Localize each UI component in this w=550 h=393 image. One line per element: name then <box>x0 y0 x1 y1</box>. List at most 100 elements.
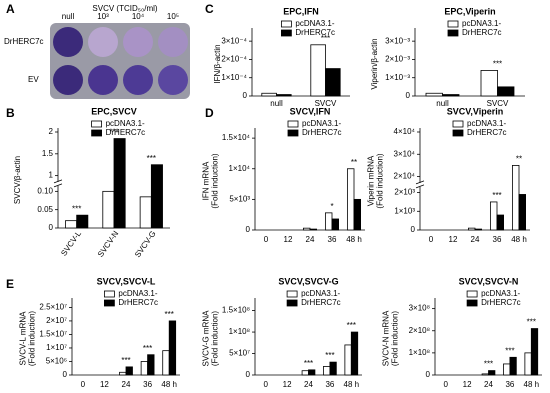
y-tick-label: 0 <box>426 370 431 379</box>
y-tick-label: 1×10⁸ <box>229 327 250 336</box>
chart-title: EPC,Viperin <box>444 6 495 16</box>
bar <box>442 94 460 97</box>
significance-label: *** <box>143 344 152 353</box>
bar <box>512 165 520 231</box>
x-tick-label: 0 <box>81 380 86 389</box>
bar <box>125 366 133 376</box>
y-tick-label: 0 <box>246 370 251 379</box>
well <box>158 27 188 57</box>
y-tick-label: 4×10⁴ <box>394 127 416 136</box>
x-tick-label: 0 <box>443 380 448 389</box>
significance-label: *** <box>72 204 81 213</box>
x-tick-label: SVCV-G <box>133 229 158 259</box>
y-tick-label: 0.05 <box>37 205 53 214</box>
y-tick-label: 2×10³ <box>394 188 415 197</box>
legend-swatch <box>286 299 298 307</box>
x-tick-label: SVCV-N <box>96 229 121 259</box>
y-tick-label: 3×10⁻³ <box>385 36 410 45</box>
y-tick-label: 1.5×10⁸ <box>222 306 250 315</box>
bar <box>530 328 539 376</box>
y-axis-label: (Fold induction) <box>211 153 220 208</box>
chart-title: EPC,SVCV <box>91 106 137 116</box>
legend-swatch <box>280 29 292 37</box>
row-label: DrHERC7c <box>4 37 44 46</box>
legend-swatch <box>104 299 115 307</box>
chart-title: EPC,IFN <box>283 6 319 16</box>
x-tick-label: 12 <box>284 235 293 244</box>
bar <box>76 214 89 229</box>
legend-label: pcDNA3.1- <box>295 19 334 28</box>
bar <box>497 86 515 97</box>
x-tick-label: null <box>436 99 449 108</box>
significance-label: *** <box>147 154 156 163</box>
panel-letter: D <box>205 106 214 120</box>
y-axis-label: (Fold induction) <box>28 311 37 366</box>
bar <box>474 228 482 231</box>
significance-label: *** <box>165 310 174 319</box>
bar <box>518 194 526 231</box>
bar <box>139 196 152 229</box>
legend-label: pcDNA3.1- <box>462 19 501 28</box>
bar <box>113 138 126 229</box>
x-tick-label: 36 <box>328 235 337 244</box>
x-tick-label: 24 <box>306 235 315 244</box>
bar <box>261 92 277 97</box>
legend-label: pcDNA3.1- <box>301 289 340 298</box>
bar <box>467 227 476 231</box>
bar <box>496 214 504 231</box>
y-axis-label: (Fold induction) <box>391 311 400 366</box>
x-tick-label: 24 <box>484 380 493 389</box>
chart-title: SVCV,SVCV-N <box>459 276 519 286</box>
y-tick-label: 3×10⁴ <box>394 149 416 158</box>
significance-label: *** <box>121 356 130 365</box>
legend-swatch <box>452 129 464 137</box>
legend-swatch <box>466 299 478 307</box>
chart: D SVCV,IFN 0 5×10³ 1×10⁴ 1.5×10⁴ IFN mRNA (Fold… <box>202 106 365 244</box>
legend-swatch <box>287 129 299 137</box>
chart-title: SVCV,SVCV-L <box>97 276 156 286</box>
bar <box>119 371 127 376</box>
significance-label: *** <box>492 191 501 200</box>
significance-label: *** <box>484 360 493 369</box>
bar <box>353 198 361 231</box>
legend-label: DrHERC7c <box>302 128 342 137</box>
y-tick-label: 1×10³ <box>394 206 415 215</box>
x-tick-label: 48 h <box>511 235 527 244</box>
bar <box>301 370 309 376</box>
axis-break <box>54 181 62 186</box>
x-tick-label: null <box>270 99 283 108</box>
y-axis-label: SVCV-G mRNA <box>202 310 211 367</box>
legend-label: pcDNA3.1- <box>302 119 341 128</box>
bar <box>480 70 498 97</box>
bar <box>524 352 532 376</box>
significance-label: *** <box>505 346 514 355</box>
y-axis-label: IFN/β-actin <box>213 44 222 83</box>
y-tick-label: 2×10⁻⁴ <box>221 55 247 64</box>
y-axis-label: SVCV-L mRNA <box>19 311 28 366</box>
y-tick-label: 3×10⁻⁴ <box>221 36 247 45</box>
well <box>123 65 153 95</box>
x-tick-label: SVCV <box>315 99 337 108</box>
well <box>88 27 118 57</box>
bar <box>509 356 517 376</box>
legend-label: DrHERC7c <box>481 298 521 307</box>
legend-label: pcDNA3.1- <box>106 119 145 128</box>
bar <box>331 218 339 231</box>
legend-label: pcDNA3.1- <box>467 119 506 128</box>
y-tick-label: 1×10⁻⁴ <box>221 73 247 82</box>
y-tick-label: 1×10⁸ <box>409 348 430 357</box>
bar <box>346 168 355 231</box>
column-label: 10⁴ <box>132 12 145 21</box>
well <box>53 27 83 57</box>
y-tick-label: 1.5 <box>42 149 54 158</box>
y-axis-label: (Fold induction) <box>211 311 220 366</box>
bar <box>168 320 177 376</box>
well <box>123 27 153 57</box>
x-tick-label: 12 <box>283 380 292 389</box>
significance-label: *** <box>493 60 502 69</box>
legend-swatch <box>280 20 292 28</box>
x-tick-label: 48 h <box>524 380 540 389</box>
y-tick-label: 3×10⁸ <box>409 304 430 313</box>
y-tick-label: 2 <box>49 127 54 136</box>
row-label: EV <box>28 75 39 84</box>
